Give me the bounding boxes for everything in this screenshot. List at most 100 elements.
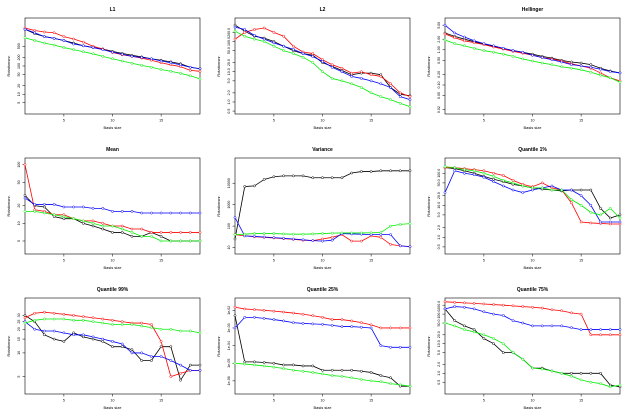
data-point [472, 39, 476, 43]
data-point [301, 232, 305, 236]
data-point [169, 69, 173, 73]
data-point [253, 315, 256, 319]
data-point [550, 188, 554, 192]
data-point [62, 35, 66, 38]
data-point [492, 175, 495, 178]
data-point [501, 342, 505, 346]
x-tick-label: 5 [63, 119, 65, 123]
x-tick-label: 10 [321, 119, 325, 123]
data-point [111, 318, 114, 322]
x-tick-label: 15 [369, 119, 373, 123]
data-point [52, 37, 56, 40]
data-point [463, 35, 466, 39]
data-point [589, 65, 593, 69]
data-point [253, 37, 256, 41]
data-point [91, 337, 95, 341]
data-point [111, 323, 114, 326]
data-point [291, 232, 295, 236]
data-point [608, 207, 612, 210]
data-point [330, 77, 334, 80]
data-point [570, 201, 573, 205]
data-point [398, 169, 402, 173]
data-point [62, 215, 66, 218]
data-point [330, 238, 334, 242]
data-point [360, 369, 363, 373]
data-point [521, 191, 525, 194]
data-point [360, 70, 363, 74]
data-point [389, 326, 392, 330]
data-point [350, 325, 354, 328]
data-point [282, 310, 285, 314]
data-point [150, 326, 153, 329]
data-point [340, 70, 344, 74]
data-point [130, 231, 134, 234]
x-tick-label: 5 [63, 399, 65, 403]
data-point [243, 34, 247, 38]
data-point [291, 321, 295, 324]
data-point [179, 211, 182, 215]
data-point [453, 31, 457, 35]
data-point [150, 65, 153, 69]
data-point [91, 320, 95, 323]
data-point [233, 25, 237, 29]
data-point [443, 321, 447, 325]
data-point [389, 169, 392, 173]
data-point [330, 324, 334, 327]
panel-4: Mean 5 10 15 5 10 20 50 100 Basis size Rotationsnr… [6, 147, 202, 270]
x-tick-label: 10 [531, 259, 535, 263]
data-point [253, 360, 256, 364]
data-point [579, 188, 583, 192]
data-point [23, 314, 27, 317]
data-point [579, 328, 583, 331]
data-point [169, 345, 173, 349]
data-point [198, 231, 202, 234]
data-point [570, 198, 573, 201]
y-tick-label: 0.02 [437, 106, 441, 113]
data-point [579, 378, 583, 382]
y-tick-label: 1e-02 [227, 306, 231, 315]
data-point [501, 303, 505, 307]
y-tick-label: 20.0 [227, 59, 231, 66]
data-point [23, 321, 27, 325]
data-point [62, 205, 66, 209]
data-point [618, 213, 622, 217]
data-point [579, 61, 583, 65]
data-point [453, 169, 457, 173]
data-point [72, 42, 75, 46]
data-point [463, 324, 466, 328]
y-axis-label: Rotationsnr. [426, 55, 431, 76]
data-point [453, 300, 457, 304]
data-point [608, 385, 612, 389]
data-point [291, 363, 295, 367]
data-point [550, 184, 554, 188]
series-line-4 [444, 322, 621, 388]
data-point [360, 86, 363, 89]
data-point [501, 351, 505, 354]
data-point [599, 73, 602, 77]
x-tick-label: 10 [111, 119, 115, 123]
data-point [531, 366, 534, 370]
panel-title: Quantile 75% [517, 287, 549, 293]
data-point [140, 324, 144, 328]
data-point [589, 328, 593, 331]
data-point [379, 374, 383, 377]
data-point [130, 54, 134, 58]
y-axis-label: Rotationsnr. [426, 335, 431, 356]
data-point [492, 180, 495, 183]
data-point [482, 310, 486, 314]
data-point [389, 243, 392, 246]
data-point [111, 210, 114, 213]
data-point [618, 383, 622, 387]
data-point [389, 382, 392, 385]
data-point [618, 71, 622, 75]
series-line-2 [24, 27, 201, 72]
data-point [482, 175, 486, 179]
data-point [443, 165, 447, 169]
data-point [369, 379, 373, 383]
y-tick-label: 5 [17, 102, 21, 104]
data-point [531, 53, 534, 57]
y-tick-label: 0.5 [437, 244, 441, 249]
panel-6: Quantile 1% 5 10 15 0.5 1.0 2.0 5.0 10.0 20.0 50.0… [426, 147, 622, 270]
data-point [599, 213, 602, 217]
data-point [511, 181, 515, 185]
